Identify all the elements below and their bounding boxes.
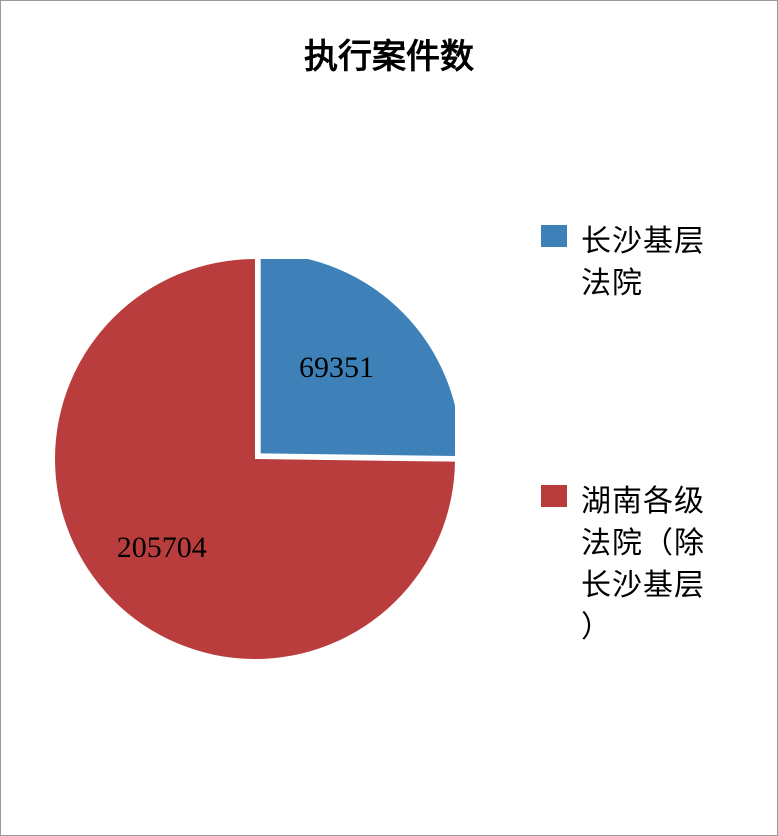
pie-svg [55, 259, 455, 659]
legend-text-0: 长沙基层 法院 [581, 221, 705, 305]
slice-value-1: 205704 [117, 531, 207, 565]
chart-container: 执行案件数 69351 205704 长沙基层 法院 湖南各级 法院（除 长沙基… [0, 0, 778, 836]
slice-value-0: 69351 [299, 351, 374, 385]
legend-text-1: 湖南各级 法院（除 长沙基层 ） [581, 481, 705, 649]
pie-chart [55, 259, 455, 659]
legend-item-1: 湖南各级 法院（除 长沙基层 ） [541, 481, 741, 649]
chart-title: 执行案件数 [1, 29, 777, 78]
legend-swatch-0 [541, 225, 567, 247]
legend-item-0: 长沙基层 法院 [541, 221, 741, 305]
legend-swatch-1 [541, 485, 567, 507]
